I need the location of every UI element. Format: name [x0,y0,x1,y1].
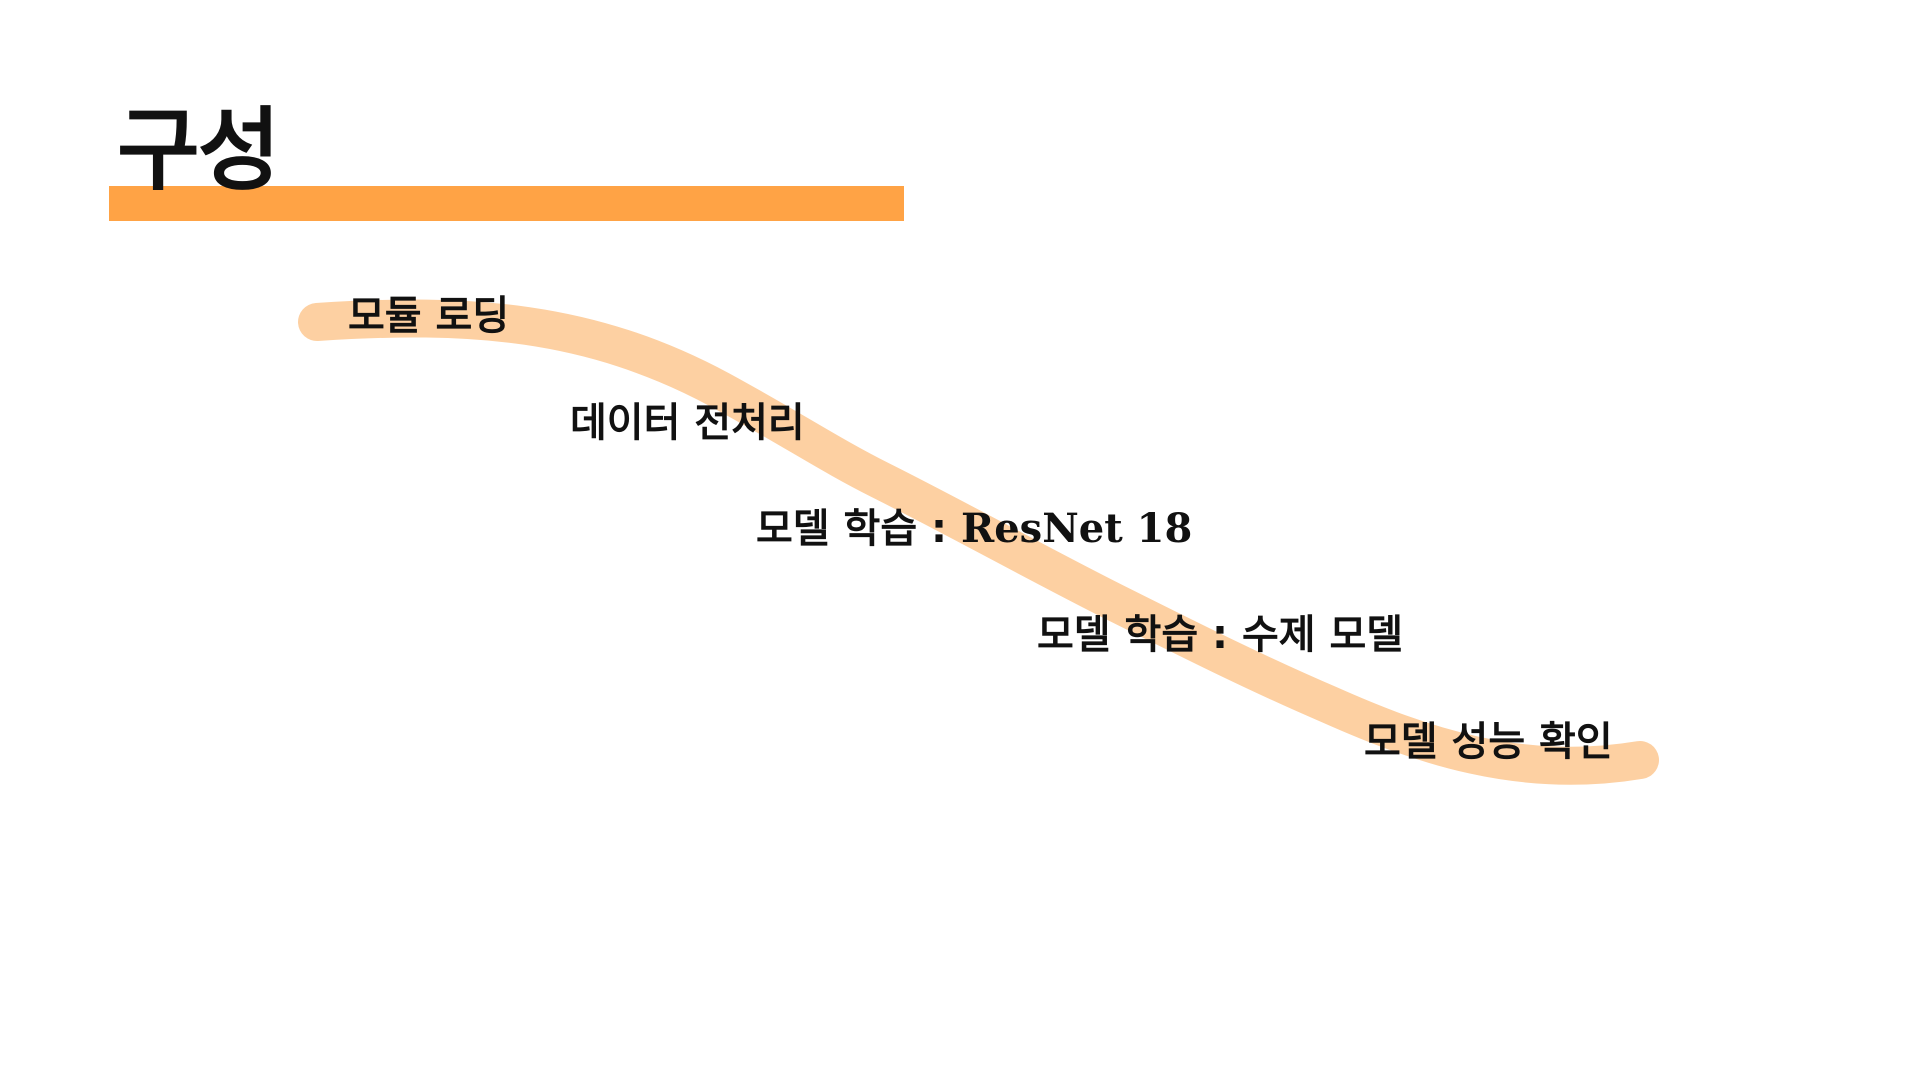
title-underline-bar [109,186,904,221]
flow-wave-path [298,299,1659,785]
step-train-resnet-model: ResNet 18 [960,505,1193,552]
step-module-loading: 모듈 로딩 [348,293,510,339]
step-train-resnet-prefix: 모델 학습 : [756,506,961,552]
step-train-custom-model: 모델 학습 : 수제 모델 [1037,612,1404,658]
step-evaluate-model: 모델 성능 확인 [1364,719,1613,765]
step-train-resnet: 모델 학습 : ResNet 18 [756,506,1192,552]
step-data-preprocessing: 데이터 전처리 [570,400,805,446]
slide-title: 구성 [117,98,281,203]
